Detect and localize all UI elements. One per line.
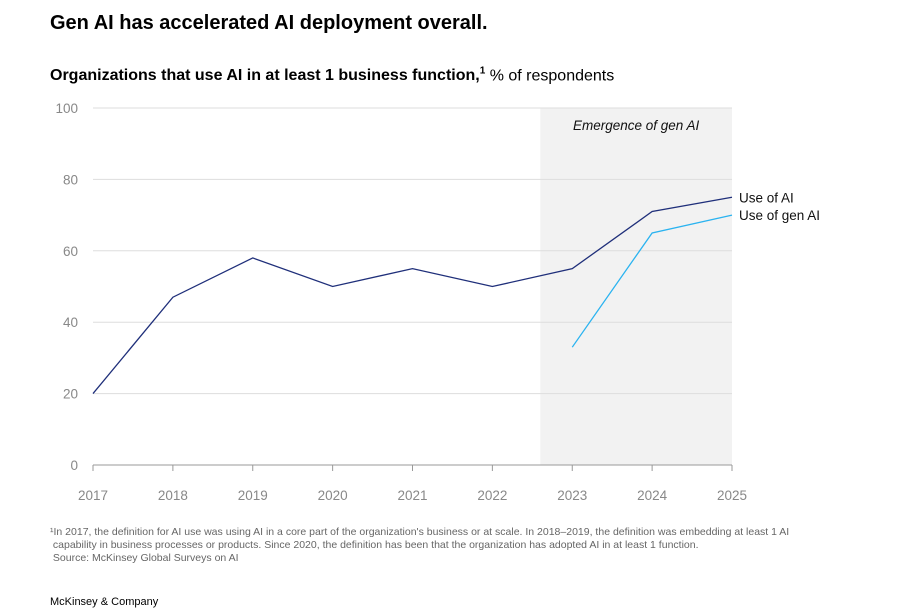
- x-tick-label: 2019: [238, 488, 268, 503]
- y-tick-label: 0: [70, 458, 78, 473]
- y-tick-label: 80: [63, 172, 78, 187]
- series-line-1: [571, 214, 733, 348]
- y-tick-label: 60: [63, 244, 78, 259]
- footnote: ¹In 2017, the definition for AI use was …: [50, 526, 850, 565]
- series-line-0: [92, 196, 733, 395]
- series-label: Use of gen AI: [739, 208, 820, 223]
- x-tick-label: 2021: [397, 488, 427, 503]
- x-tick-label: 2025: [717, 488, 747, 503]
- x-tick-label: 2018: [158, 488, 188, 503]
- footnote-line: ¹In 2017, the definition for AI use was …: [50, 526, 790, 538]
- x-tick-label: 2022: [477, 488, 507, 503]
- annotation-label: Emergence of gen AI: [573, 118, 700, 133]
- x-tick-label: 2023: [557, 488, 587, 503]
- x-tick-label: 2020: [318, 488, 348, 503]
- y-tick-label: 40: [63, 315, 78, 330]
- annotation-band: [540, 108, 732, 465]
- x-tick-label: 2017: [78, 488, 108, 503]
- series-label: Use of AI: [739, 190, 794, 205]
- x-tick-label: 2024: [637, 488, 668, 503]
- source-line: Source: McKinsey Global Surveys on AI: [50, 552, 239, 564]
- y-tick-label: 20: [63, 387, 78, 402]
- y-tick-label: 100: [55, 101, 78, 116]
- brand-logo-text: McKinsey & Company: [50, 596, 159, 608]
- chart-subtitle: Organizations that use AI in at least 1 …: [50, 66, 615, 85]
- footnote-line: capability in business processes or prod…: [50, 539, 699, 551]
- page-title: Gen AI has accelerated AI deployment ove…: [50, 12, 488, 34]
